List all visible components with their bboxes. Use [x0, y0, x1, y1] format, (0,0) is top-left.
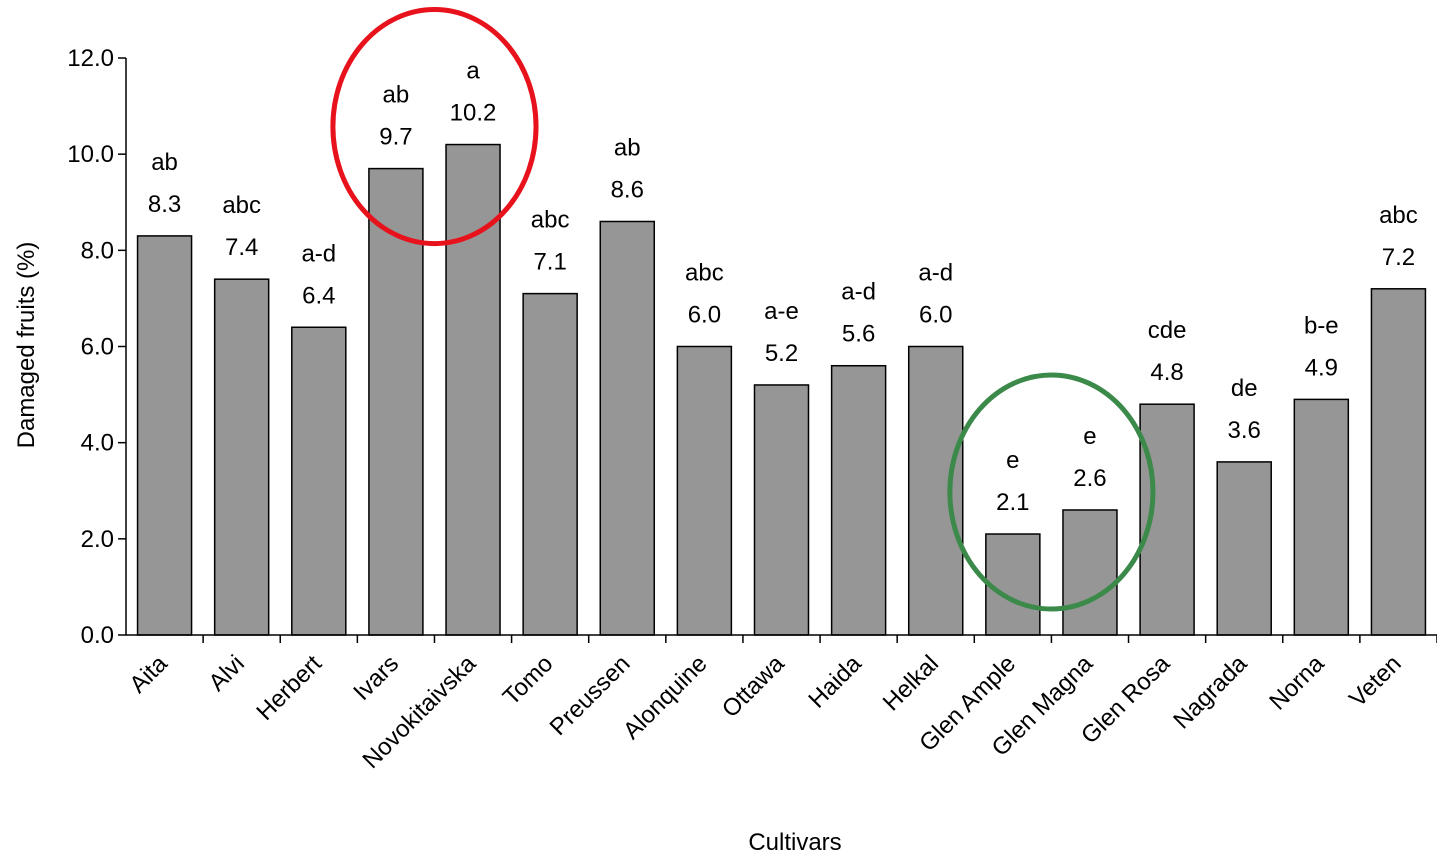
annotations: 8.3 ab 7.4 abc 6.4 a-d 9.7 ab 10.2 a 7.1 abc 8.6 ab 6.… [148, 58, 1418, 516]
significance-letter: a-d [841, 279, 876, 306]
x-tick-label: Helkal [878, 650, 944, 716]
data-label: 7.1 [533, 249, 566, 276]
y-tick-label: 12.0 [67, 45, 114, 72]
data-label: 5.2 [765, 340, 798, 367]
data-label: 4.8 [1150, 359, 1183, 386]
bar-alvi [213, 278, 270, 636]
data-label: 8.6 [611, 176, 644, 203]
significance-letter: cde [1148, 317, 1187, 344]
x-tick-label: Veten [1344, 650, 1407, 713]
data-label: 6.0 [688, 302, 721, 329]
y-tick-label: 2.0 [81, 526, 114, 553]
data-label: 7.4 [225, 234, 258, 261]
bar-glen-ample [985, 533, 1041, 636]
x-tick-label: Tomo [498, 650, 559, 711]
data-label: 3.6 [1228, 417, 1261, 444]
bar-aita [136, 235, 193, 636]
x-tick-label: Herbert [251, 650, 327, 726]
significance-letter: a-e [764, 298, 799, 325]
bar-glen-magna [1062, 509, 1118, 636]
highlight-ellipse [947, 372, 1156, 612]
x-tick-label: Nagrada [1168, 650, 1253, 735]
x-tick-label: Alonquine [618, 650, 713, 745]
significance-letter: b-e [1304, 312, 1339, 339]
y-tick-label: 8.0 [81, 237, 114, 264]
y-tick-label: 10.0 [67, 141, 114, 168]
x-tick-label: Norna [1264, 650, 1330, 716]
data-label: 2.1 [996, 489, 1029, 516]
significance-letter: a-d [301, 240, 336, 267]
data-label: 10.2 [450, 100, 497, 127]
data-label: 6.4 [302, 282, 335, 309]
significance-letter: de [1231, 375, 1258, 402]
highlight-ellipses [330, 7, 1156, 612]
data-label: 8.3 [148, 191, 181, 218]
bar-veten [1370, 288, 1427, 636]
significance-letter: abc [1379, 202, 1418, 229]
bars [136, 143, 1427, 636]
y-axis: 0.0 2.0 4.0 6.0 8.0 10.0 12.0 [67, 45, 127, 649]
bar-herbert [291, 326, 347, 636]
significance-letter: abc [685, 260, 724, 287]
bar-preussen [599, 220, 656, 636]
x-tick-label: Ivars [348, 650, 404, 706]
highlight-ellipse [330, 7, 539, 247]
data-label: 9.7 [379, 124, 412, 151]
bar-tomo [522, 292, 578, 636]
significance-letter: ab [614, 134, 641, 161]
x-tick-label: Alvi [203, 650, 249, 696]
significance-letter: ab [383, 82, 410, 109]
significance-letter: e [1006, 447, 1019, 474]
bar-alonquine [676, 345, 733, 636]
bar-nagrada [1216, 461, 1272, 636]
bar-ivars [368, 167, 424, 636]
bar-norna [1293, 398, 1350, 636]
y-tick-label: 4.0 [81, 430, 114, 457]
significance-letter: a-d [918, 260, 953, 287]
y-tick-label: 0.0 [81, 622, 114, 649]
bar-novokitaivska [445, 143, 501, 636]
significance-letter: abc [222, 192, 261, 219]
data-label: 2.6 [1073, 465, 1106, 492]
x-tick-label: Haida [803, 650, 867, 714]
data-label: 4.9 [1305, 354, 1338, 381]
y-tick-label: 6.0 [81, 334, 114, 361]
significance-letter: a [466, 58, 480, 85]
y-axis-title: Damaged fruits (%) [13, 242, 40, 449]
bar-ottawa [753, 384, 810, 636]
significance-letter: abc [531, 207, 570, 234]
x-tick-label: Aita [124, 650, 173, 699]
bar-haida [830, 364, 887, 636]
data-label: 6.0 [919, 302, 952, 329]
bar-helkal [907, 345, 964, 636]
data-label: 5.6 [842, 321, 875, 348]
significance-letter: ab [151, 149, 178, 176]
x-tick-label: Ottawa [717, 650, 790, 723]
significance-letter: e [1083, 423, 1096, 450]
x-axis-title: Cultivars [748, 829, 841, 855]
data-label: 7.2 [1382, 244, 1415, 271]
